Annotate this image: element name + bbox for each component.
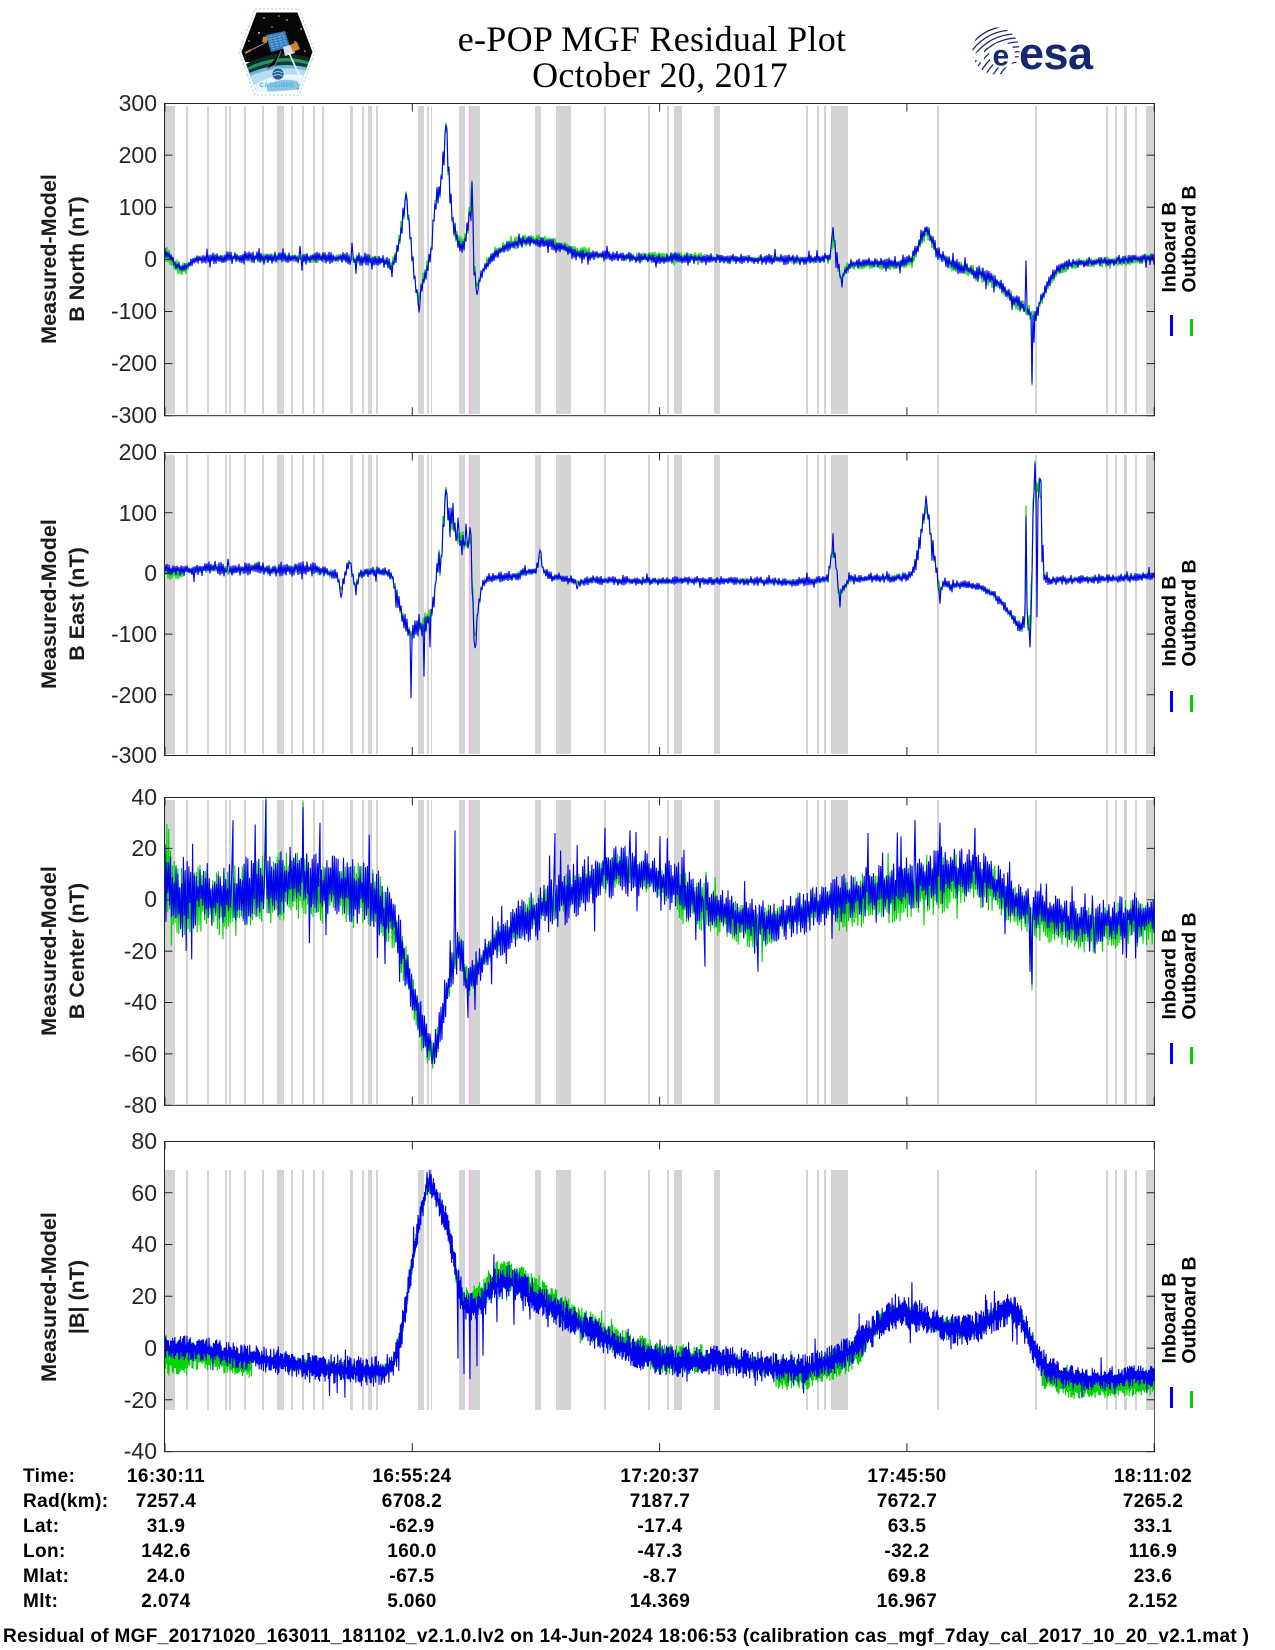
svg-text:e: e bbox=[993, 40, 1010, 73]
svg-text:CASSIOPE: CASSIOPE bbox=[259, 82, 294, 89]
svg-text:esa: esa bbox=[1019, 28, 1094, 76]
